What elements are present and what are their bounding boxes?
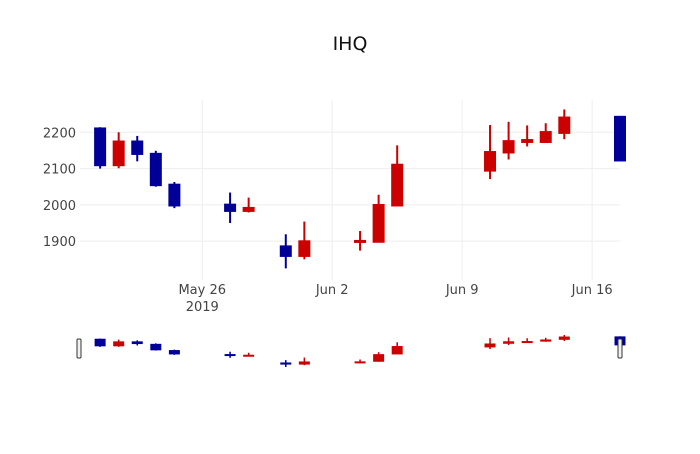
slider-candle-body <box>521 341 533 344</box>
x-tick-sublabel: 2019 <box>186 300 219 315</box>
slider-candle <box>131 340 143 346</box>
candle-body <box>539 131 552 143</box>
candle <box>521 125 534 147</box>
slider-candle <box>354 359 366 364</box>
slider-candle-body <box>391 346 403 355</box>
range-slider-left-handle[interactable] <box>76 338 82 359</box>
y-axis: 1900 2000 2100 2200 <box>43 126 76 250</box>
slider-candle-body <box>484 343 496 348</box>
chart-title: IHQ <box>333 33 368 55</box>
candle <box>298 221 311 260</box>
y-tick-label: 1900 <box>43 235 76 250</box>
candle-body <box>484 151 497 172</box>
slider-candle-body <box>503 341 515 344</box>
slider-candle-body <box>168 350 180 355</box>
slider-candle-body <box>94 338 106 347</box>
candle-body <box>502 140 515 154</box>
range-slider-right-handle[interactable] <box>617 338 623 359</box>
candle <box>372 194 385 243</box>
candle-body <box>224 203 237 212</box>
slider-candle-body <box>540 339 552 342</box>
candle-body <box>354 239 367 243</box>
slider-candle <box>224 351 236 358</box>
x-tick-label: Jun 9 <box>445 283 479 298</box>
slider-candle <box>521 338 533 344</box>
candle <box>94 127 107 169</box>
slider-candle-body <box>558 336 570 340</box>
candle-body <box>521 139 534 143</box>
slider-candle <box>540 337 552 342</box>
range-slider[interactable] <box>76 335 626 367</box>
slider-candle-body <box>354 361 366 364</box>
candle-body <box>242 206 255 212</box>
slider-candle-body <box>224 354 236 357</box>
y-tick-label: 2000 <box>43 199 76 214</box>
candle-body <box>614 115 626 162</box>
candle <box>168 182 181 209</box>
candle <box>539 123 552 143</box>
slider-candle <box>558 335 570 341</box>
candle-body <box>298 240 311 257</box>
slider-candle-body <box>373 354 385 362</box>
candle <box>224 192 237 224</box>
candle <box>558 109 571 140</box>
candle-body <box>391 163 404 207</box>
candle <box>614 115 626 162</box>
candle <box>502 121 515 160</box>
candle <box>391 145 404 207</box>
candles <box>94 109 626 269</box>
candle <box>149 150 162 187</box>
slider-candle-body <box>243 354 255 357</box>
slider-candle-body <box>280 362 292 365</box>
candle <box>354 231 367 251</box>
slider-candle-body <box>131 341 143 345</box>
candle-body <box>558 116 571 134</box>
candle <box>112 132 125 169</box>
candle-body <box>279 245 292 257</box>
candle <box>484 125 497 180</box>
x-tick-label: Jun 2 <box>315 283 349 298</box>
slider-candle <box>391 342 403 355</box>
candle <box>242 197 255 213</box>
candle <box>279 234 292 269</box>
slider-candle <box>373 352 385 362</box>
slider-candle-body <box>298 361 310 365</box>
x-tick-label: May 26 <box>178 283 226 298</box>
candle-body <box>372 204 385 243</box>
slider-candle <box>280 360 292 367</box>
y-tick-label: 2200 <box>43 126 76 141</box>
candle-body <box>149 152 162 187</box>
candle-body <box>131 140 144 155</box>
candle-body <box>112 140 125 167</box>
slider-candle <box>243 352 255 357</box>
x-tick-label: Jun 16 <box>571 283 613 298</box>
slider-candle <box>94 338 106 347</box>
slider-candle-body <box>150 343 162 351</box>
slider-candle-body <box>113 341 125 347</box>
grid <box>80 100 620 280</box>
candle-body <box>94 127 107 167</box>
x-axis: May 26 2019 Jun 2 Jun 9 Jun 16 <box>178 283 612 315</box>
candle <box>131 135 144 162</box>
slider-candle <box>168 349 180 355</box>
candle-body <box>168 183 181 207</box>
slider-candle <box>298 357 310 366</box>
slider-candle <box>484 338 496 350</box>
y-tick-label: 2100 <box>43 163 76 178</box>
slider-candle <box>113 339 125 347</box>
slider-candle <box>150 343 162 351</box>
slider-candle <box>503 337 515 346</box>
